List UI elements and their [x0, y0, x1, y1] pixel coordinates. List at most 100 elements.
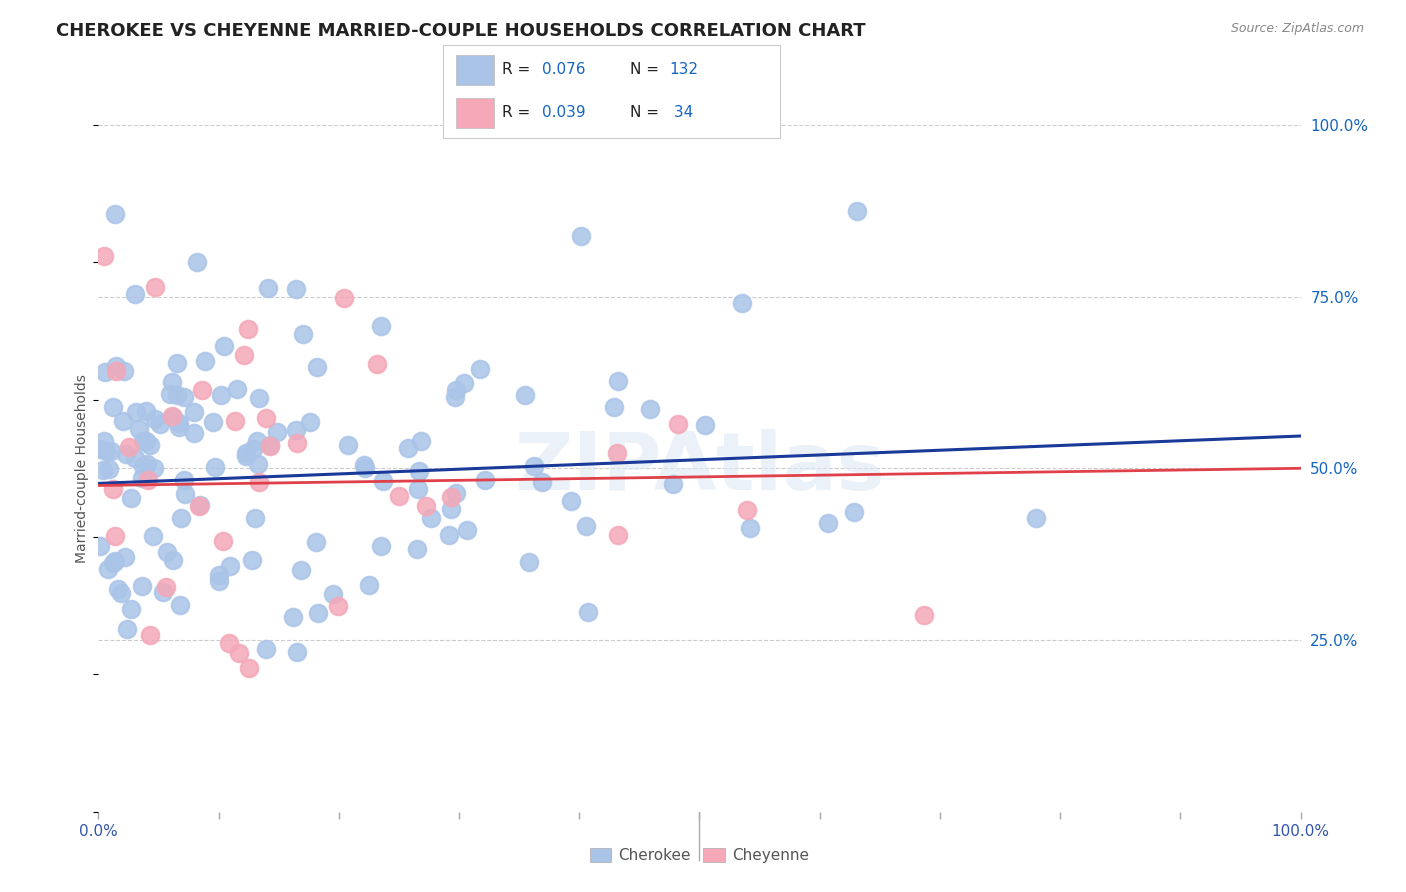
Point — [406, 482, 429, 496]
Point — [266, 425, 288, 439]
Point — [160, 409, 183, 424]
Point — [560, 493, 582, 508]
Point — [607, 527, 630, 541]
Point — [247, 391, 270, 405]
Point — [97, 462, 120, 476]
Point — [470, 362, 492, 376]
Point — [531, 475, 554, 489]
Point — [209, 388, 232, 402]
Point — [392, 87, 415, 102]
Point — [408, 464, 430, 478]
Point — [91, 463, 114, 477]
Point — [131, 579, 153, 593]
Point — [281, 610, 304, 624]
Point — [444, 383, 467, 397]
Point — [183, 425, 205, 440]
Point — [162, 553, 184, 567]
Point — [240, 553, 263, 567]
Point — [256, 280, 278, 294]
Point — [817, 516, 839, 531]
Point — [307, 359, 329, 374]
Point — [224, 415, 246, 429]
Point — [1025, 511, 1047, 525]
Point — [440, 490, 463, 504]
Point — [606, 374, 628, 388]
Point — [208, 574, 231, 588]
Point — [254, 410, 277, 425]
Point — [845, 203, 868, 218]
Point — [97, 562, 120, 576]
Text: R =: R = — [502, 105, 536, 120]
Point — [143, 280, 166, 294]
Point — [128, 422, 150, 436]
Point — [225, 382, 247, 396]
Point — [218, 636, 240, 650]
Point — [517, 555, 540, 569]
Point — [373, 474, 395, 488]
Point — [212, 534, 235, 549]
Point — [735, 503, 758, 517]
Point — [112, 363, 135, 377]
Point — [89, 539, 111, 553]
Point — [246, 434, 269, 449]
Point — [326, 599, 349, 613]
Point — [174, 487, 197, 501]
Point — [135, 404, 157, 418]
Point — [155, 580, 177, 594]
Point — [124, 450, 146, 465]
Point — [304, 534, 326, 549]
Point — [104, 359, 127, 374]
Point — [143, 412, 166, 426]
Point — [259, 438, 281, 452]
Text: Source: ZipAtlas.com: Source: ZipAtlas.com — [1230, 22, 1364, 36]
Point — [139, 628, 162, 642]
Point — [576, 605, 599, 619]
Point — [136, 474, 159, 488]
Point — [201, 415, 224, 429]
Point — [357, 578, 380, 592]
Point — [191, 383, 214, 397]
Point — [194, 353, 217, 368]
Point — [259, 439, 281, 453]
Point — [353, 461, 375, 475]
Y-axis label: Married-couple Households: Married-couple Households — [76, 374, 90, 563]
Point — [731, 296, 754, 310]
Point — [247, 457, 270, 471]
Point — [285, 435, 308, 450]
Point — [285, 645, 308, 659]
Point — [228, 646, 250, 660]
Point — [415, 499, 437, 513]
Point — [139, 438, 162, 452]
Point — [336, 437, 359, 451]
Point — [156, 545, 179, 559]
Point — [93, 434, 115, 449]
Point — [173, 390, 195, 404]
Point — [89, 442, 111, 457]
Point — [370, 539, 392, 553]
Text: 132: 132 — [669, 62, 697, 78]
Point — [242, 442, 264, 457]
Point — [131, 470, 153, 484]
Point — [125, 405, 148, 419]
Point — [523, 459, 546, 474]
Point — [110, 586, 132, 600]
Point — [284, 283, 307, 297]
Point — [169, 598, 191, 612]
Point — [94, 443, 117, 458]
Point — [353, 458, 375, 472]
Point — [575, 519, 598, 533]
Point — [219, 558, 242, 573]
Point — [135, 458, 157, 472]
Point — [135, 434, 157, 449]
Text: 0.076: 0.076 — [543, 62, 586, 78]
Point — [437, 528, 460, 542]
Point — [104, 207, 127, 221]
Point — [444, 390, 467, 404]
Point — [159, 387, 181, 401]
Point — [118, 441, 141, 455]
Point — [120, 491, 142, 505]
Text: 34: 34 — [669, 105, 693, 120]
Point — [238, 322, 260, 336]
Point — [456, 524, 478, 538]
Point — [638, 402, 661, 417]
